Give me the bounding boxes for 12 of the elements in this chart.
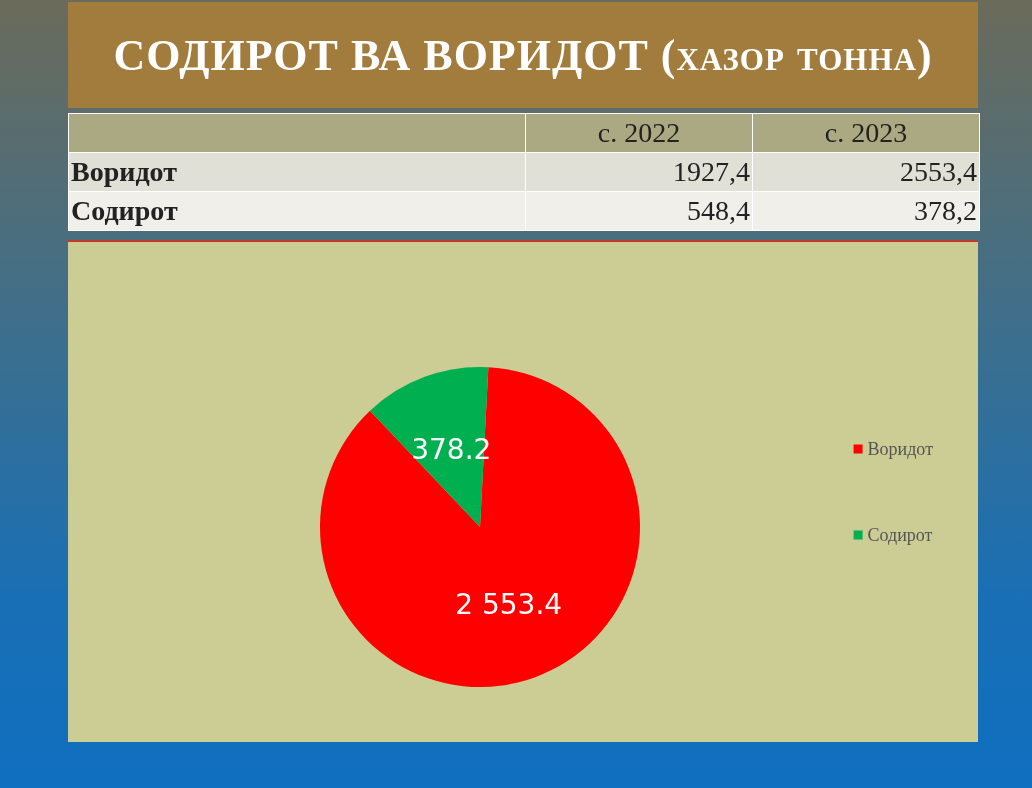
data-label: 2 553.4 [455,588,563,622]
text: Воридот [68,152,526,192]
data-label: 1927,4 [525,152,753,192]
text: СОДИРОТ ВА ВОРИДОТ (хазор тонна) [68,2,978,108]
legend-label: Воридот [867,439,934,459]
legend-label: Содирот [867,525,933,545]
text: Содирот [68,191,526,231]
data-label: 378,2 [752,191,980,231]
data-label: 548,4 [525,191,753,231]
category-label: с. 2023 [752,113,980,153]
data-label: 2553,4 [752,152,980,192]
category-label: с. 2022 [525,113,753,153]
